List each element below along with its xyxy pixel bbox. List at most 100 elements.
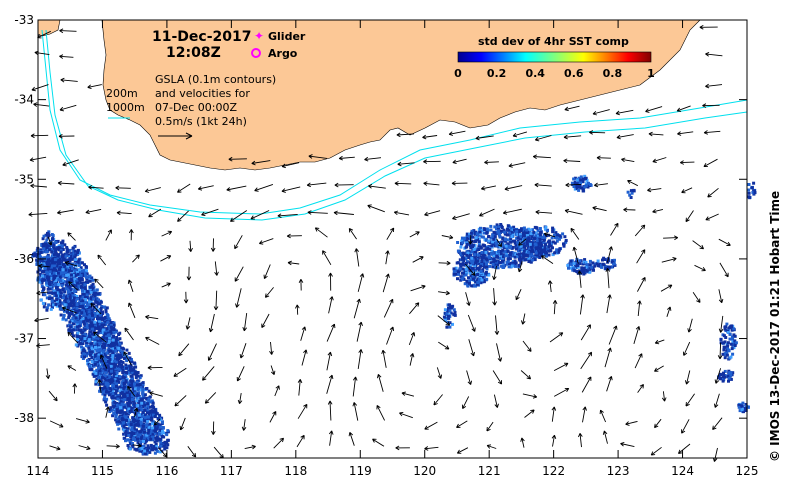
velocity-arrow [645,106,663,113]
velocity-arrow [97,254,107,266]
velocity-arrow [357,349,363,369]
velocity-arrow [261,313,270,328]
velocity-arrow [581,376,592,393]
sst-pixel [583,258,587,262]
sst-pixel [108,410,112,413]
sst-pixel [124,430,128,434]
sst-pixel [116,386,120,390]
sst-pixel [107,339,111,343]
sst-pixel [89,290,93,294]
sst-pixel [123,356,126,360]
sst-pixel [719,337,723,341]
sst-pixel [136,388,140,392]
sst-pixel [162,431,165,435]
sst-pixel [448,309,452,313]
scale-arrow-head [185,132,193,140]
sst-pixel [58,300,62,304]
sst-pixel [141,410,145,414]
sst-pixel [50,299,54,303]
sst-pixel [56,296,60,300]
sst-pixel [96,314,100,318]
velocity-arrow [543,232,556,238]
sst-pixel [58,271,62,275]
sst-pixel [80,304,84,308]
sst-pixel [131,435,135,439]
velocity-arrow [492,265,497,280]
sst-pixel [108,319,112,323]
x-tick-label: 125 [736,464,759,478]
sst-pixel [118,337,122,341]
velocity-arrow [281,162,300,169]
sst-pixel [575,270,579,273]
sst-pixel [135,422,139,426]
sst-pixel [561,232,565,236]
sst-pixel [44,261,48,265]
sst-pixel [56,262,60,265]
sst-pixel [115,384,118,388]
sst-pixel [67,305,70,309]
sst-pixel [118,377,122,381]
sst-pixel [117,420,121,424]
sst-pixel [127,351,131,355]
sst-pixel [543,247,547,251]
sst-pixel [46,233,50,236]
sst-pixel [92,370,96,374]
sst-pixel [91,282,95,286]
sst-pixel [47,278,51,282]
sst-pixel [454,269,458,273]
sst-pixel [54,294,58,298]
sst-pixel [41,263,45,267]
sst-pixel [149,405,152,409]
sst-pixel [120,375,124,379]
sst-pixel [50,247,53,251]
sst-pixel [45,296,49,300]
sst-pixel [120,365,124,369]
sst-pixel [65,287,69,291]
sst-pixel [67,289,70,293]
velocity-arrow [45,368,51,379]
sst-pixel [102,363,106,367]
sst-pixel [102,323,106,327]
sst-pixel [149,443,153,447]
sst-pixel [459,278,463,282]
sst-pixel [523,258,527,262]
sst-pixel [139,440,143,444]
sst-pixel [136,393,140,397]
velocity-arrow [493,394,499,408]
velocity-arrow [237,393,243,404]
velocity-arrow [448,130,466,136]
sst-pixel [53,261,57,265]
sst-pixel [526,251,530,254]
velocity-arrow [502,208,522,215]
sst-pixel [104,374,108,378]
sst-pixel [64,318,68,322]
velocity-arrow [124,327,134,341]
sst-pixel [584,260,588,264]
sst-pixel [68,248,72,252]
sst-pixel [98,329,102,332]
sst-pixel [59,266,62,270]
sst-pixel [50,296,54,300]
velocity-arrow [718,289,724,304]
sst-pixel [56,254,60,258]
sst-pixel [72,296,76,300]
velocity-arrow [352,402,359,421]
sst-pixel [42,243,46,247]
velocity-arrow [372,438,385,447]
sst-pixel [40,270,44,274]
sst-pixel [555,234,559,238]
sst-pixel [135,386,139,390]
sst-pixel [723,356,727,360]
sst-pixel [166,443,170,447]
velocity-arrow [100,354,108,369]
sst-pixel [83,332,87,336]
sst-pixel [137,413,141,417]
sst-pixel [483,228,487,231]
velocity-arrow [606,246,613,263]
sst-pixel [723,375,727,379]
sst-pixel [141,392,145,396]
sst-pixel [475,282,479,286]
sst-pixel [109,354,113,357]
sst-pixel [115,342,119,346]
sst-pixel [146,437,150,441]
